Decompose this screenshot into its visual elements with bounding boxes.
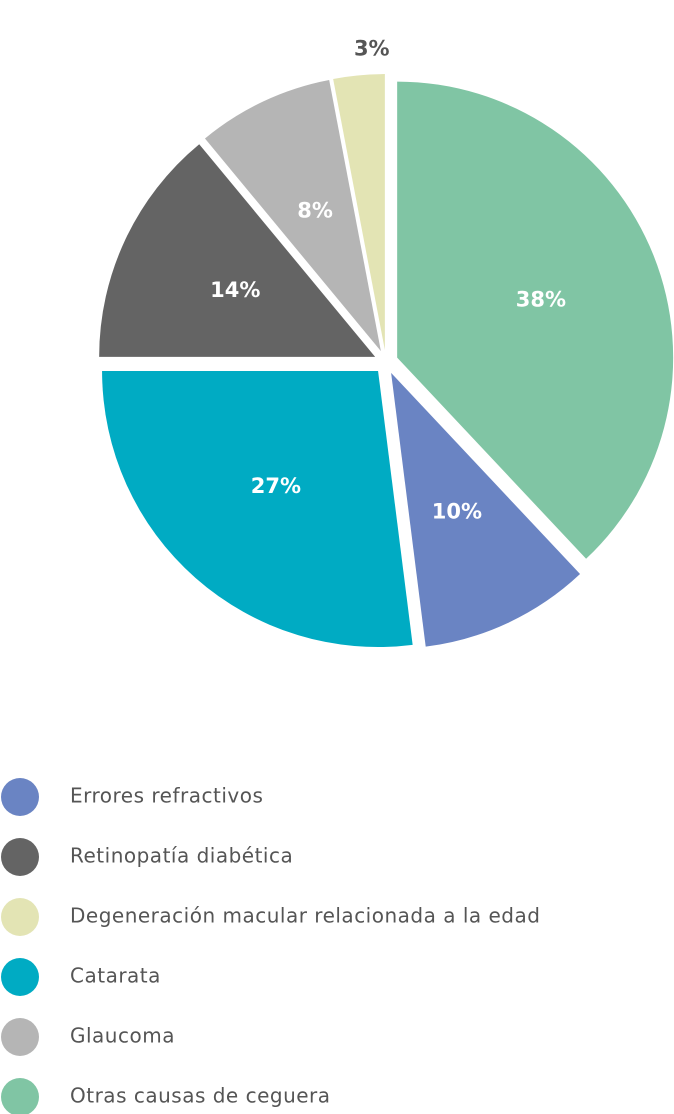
pie-slice <box>99 144 376 357</box>
slice-label: 10% <box>432 500 482 524</box>
legend-label: Glaucoma <box>70 1024 175 1048</box>
legend-swatch <box>1 778 39 816</box>
pie-slice <box>102 371 413 648</box>
pie-slice <box>333 74 385 351</box>
slice-label: 8% <box>297 198 333 222</box>
legend-swatch <box>1 1018 39 1056</box>
legend-label: Degeneración macular relacionada a la ed… <box>70 904 540 928</box>
pie-slice <box>391 372 581 647</box>
legend-label: Retinopatía diabética <box>70 844 293 868</box>
slice-label: 3% <box>354 36 390 60</box>
legend-swatch <box>1 898 39 936</box>
legend-swatch <box>1 1078 39 1114</box>
slice-label: 27% <box>251 474 301 498</box>
pie-slice <box>204 80 381 352</box>
legend-label: Catarata <box>70 964 161 988</box>
pie-slice <box>397 81 674 559</box>
legend-label: Errores refractivos <box>70 784 263 808</box>
slice-label: 38% <box>516 288 566 312</box>
legend-label: Otras causas de ceguera <box>70 1084 331 1108</box>
slice-label: 14% <box>210 278 260 302</box>
legend-swatch <box>1 958 39 996</box>
legend-swatch <box>1 838 39 876</box>
